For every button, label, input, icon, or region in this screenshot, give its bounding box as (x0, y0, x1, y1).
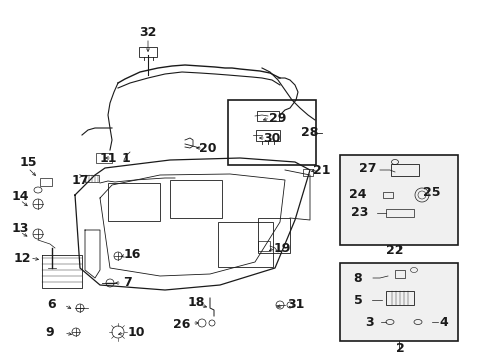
Bar (339, 155, 457, 245)
Text: 7: 7 (123, 276, 132, 289)
Text: 29: 29 (269, 112, 286, 125)
Text: 27: 27 (359, 162, 376, 175)
Text: 4: 4 (439, 316, 447, 329)
Text: 24: 24 (348, 189, 366, 202)
Text: 9: 9 (45, 327, 54, 339)
Bar (394, 270, 404, 278)
Text: 11: 11 (99, 152, 117, 165)
Bar (257, 111, 279, 121)
Text: 18: 18 (187, 297, 204, 310)
Text: 31: 31 (287, 298, 304, 311)
Text: 23: 23 (350, 207, 368, 220)
Bar (170, 180, 222, 218)
Text: 20: 20 (199, 141, 216, 154)
Text: 6: 6 (48, 298, 56, 311)
Text: 19: 19 (273, 242, 290, 255)
Text: 26: 26 (173, 319, 190, 332)
Bar (85, 175, 99, 181)
Bar (227, 100, 315, 165)
Text: 3: 3 (365, 316, 373, 329)
Bar (339, 155, 457, 245)
Text: 30: 30 (263, 131, 280, 144)
Text: 17: 17 (71, 174, 88, 186)
Bar (339, 263, 457, 341)
Text: 5: 5 (353, 293, 362, 306)
Text: 1: 1 (122, 152, 130, 165)
Bar (258, 218, 289, 253)
Text: 16: 16 (123, 248, 141, 261)
Bar (218, 222, 272, 267)
Bar (96, 153, 112, 163)
Text: 21: 21 (313, 163, 330, 176)
Text: 14: 14 (11, 189, 29, 202)
Bar (258, 241, 269, 251)
Text: 22: 22 (386, 243, 403, 256)
Bar (385, 209, 413, 217)
Bar (382, 192, 392, 198)
Bar (390, 164, 418, 176)
Bar (303, 168, 312, 175)
Text: 32: 32 (139, 26, 156, 39)
Text: 25: 25 (423, 186, 440, 199)
Bar (108, 183, 160, 221)
Text: 28: 28 (301, 126, 318, 139)
Text: 15: 15 (19, 157, 37, 170)
Text: 8: 8 (353, 271, 362, 284)
Bar (339, 263, 457, 341)
Text: 2: 2 (395, 342, 404, 355)
Text: 10: 10 (127, 327, 144, 339)
Text: 13: 13 (11, 221, 29, 234)
Text: 12: 12 (13, 252, 31, 265)
Bar (40, 178, 52, 186)
Bar (385, 291, 413, 305)
Bar (256, 130, 280, 140)
Bar (139, 47, 157, 57)
